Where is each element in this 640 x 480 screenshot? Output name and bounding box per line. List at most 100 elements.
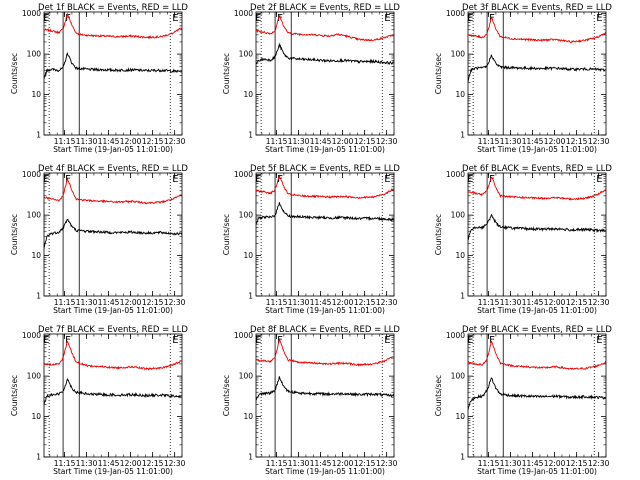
panel-title: Det 8f BLACK = Events, RED = LLD [250, 325, 400, 335]
background-marker-right: E [384, 335, 390, 346]
y-tick-label: 1 [36, 292, 41, 301]
x-tick-label: 11:45 [98, 137, 120, 146]
x-tick-label: 12:30 [164, 459, 186, 468]
flare-marker: F [277, 174, 283, 185]
y-tick-label: 1 [460, 453, 465, 462]
background-marker-right: E [172, 13, 178, 24]
x-axis-label: Start Time (19-Jan-05 11:01:00) [265, 145, 385, 154]
x-tick-label: 12:00 [120, 298, 142, 307]
y-tick-label: 100 [27, 50, 42, 59]
events-series-line [256, 42, 394, 66]
x-tick-label: 11:30 [500, 137, 522, 146]
x-tick-label: 11:45 [522, 137, 544, 146]
events-series-line [468, 377, 606, 411]
y-tick-label: 10 [455, 412, 465, 421]
x-axis-label: Start Time (19-Jan-05 11:01:00) [53, 145, 173, 154]
x-tick-label: 11:30 [288, 137, 310, 146]
x-tick-label: 12:15 [142, 137, 164, 146]
y-tick-label: 1000 [446, 9, 465, 18]
flare-marker: F [65, 335, 71, 346]
lld-series-line [256, 338, 394, 367]
panel-4: Det 4f BLACK = Events, RED = LLD 1 10 100 10… [10, 164, 188, 315]
x-tick-label: 12:00 [544, 459, 566, 468]
y-axis-label: Counts/sec [10, 375, 19, 416]
y-axis-label: Counts/sec [434, 53, 443, 94]
y-tick-label: 1 [460, 292, 465, 301]
x-tick-label: 11:30 [76, 459, 98, 468]
x-tick-label: 11:15 [478, 137, 500, 146]
y-axis-label: Counts/sec [434, 214, 443, 255]
x-tick-label: 11:30 [288, 298, 310, 307]
x-tick-label: 11:45 [98, 298, 120, 307]
x-tick-label: 12:15 [566, 459, 588, 468]
y-tick-label: 10 [243, 251, 253, 260]
lld-series-line [468, 176, 606, 201]
x-tick-label: 12:15 [354, 137, 376, 146]
background-marker-left: E [467, 174, 473, 185]
y-axis-label: Counts/sec [10, 53, 19, 94]
y-tick-label: 10 [455, 251, 465, 260]
y-axis-label: Counts/sec [10, 214, 19, 255]
y-axis-label: Counts/sec [434, 375, 443, 416]
x-tick-label: 12:30 [164, 298, 186, 307]
x-tick-label: 11:15 [266, 459, 288, 468]
x-axis-label: Start Time (19-Jan-05 11:01:00) [477, 306, 597, 315]
y-tick-label: 1 [248, 453, 253, 462]
background-marker-left: E [467, 13, 473, 24]
x-tick-label: 12:00 [544, 298, 566, 307]
lld-series-line [468, 340, 606, 371]
lld-series-line [44, 178, 182, 205]
background-marker-right: E [596, 13, 602, 24]
x-tick-label: 11:15 [266, 298, 288, 307]
y-tick-label: 100 [451, 211, 466, 220]
y-tick-label: 10 [31, 90, 41, 99]
panel-title: Det 7f BLACK = Events, RED = LLD [38, 325, 188, 335]
lld-series-line [44, 12, 182, 40]
background-marker-right: E [384, 13, 390, 24]
x-tick-label: 12:00 [120, 137, 142, 146]
background-marker-right: E [596, 174, 602, 185]
y-tick-label: 1000 [22, 9, 41, 18]
y-tick-label: 100 [451, 372, 466, 381]
y-tick-label: 1 [36, 131, 41, 140]
background-marker-right: E [172, 174, 178, 185]
panel-6: Det 6f BLACK = Events, RED = LLD 1 10 100 10… [434, 164, 612, 315]
x-axis-label: Start Time (19-Jan-05 11:01:00) [477, 145, 597, 154]
events-series-line [256, 376, 394, 401]
x-tick-label: 11:30 [500, 459, 522, 468]
x-axis-label: Start Time (19-Jan-05 11:01:00) [53, 467, 173, 476]
y-tick-label: 1 [248, 292, 253, 301]
x-tick-label: 11:45 [310, 137, 332, 146]
x-tick-label: 11:15 [478, 459, 500, 468]
y-tick-label: 100 [239, 372, 254, 381]
x-tick-label: 12:30 [588, 459, 610, 468]
y-tick-label: 1000 [234, 331, 253, 340]
panel-title: Det 6f BLACK = Events, RED = LLD [462, 164, 612, 174]
y-tick-label: 1000 [22, 170, 41, 179]
y-tick-label: 1 [460, 131, 465, 140]
background-marker-left: E [255, 13, 261, 24]
y-tick-label: 100 [239, 50, 254, 59]
x-tick-label: 12:00 [332, 298, 354, 307]
y-tick-label: 1 [36, 453, 41, 462]
flare-marker: F [489, 174, 495, 185]
background-marker-left: E [467, 335, 473, 346]
y-tick-label: 10 [243, 412, 253, 421]
x-tick-label: 11:30 [288, 459, 310, 468]
x-tick-label: 12:00 [332, 459, 354, 468]
x-tick-label: 12:15 [142, 459, 164, 468]
x-axis-label: Start Time (19-Jan-05 11:01:00) [265, 467, 385, 476]
x-tick-label: 11:45 [98, 459, 120, 468]
events-series-line [44, 218, 182, 249]
x-tick-label: 11:45 [522, 459, 544, 468]
panel-title: Det 9f BLACK = Events, RED = LLD [462, 325, 612, 335]
events-series-line [256, 202, 394, 226]
plot-frame [467, 333, 607, 458]
x-tick-label: 12:15 [354, 298, 376, 307]
x-tick-label: 12:30 [376, 137, 398, 146]
y-axis-label: Counts/sec [222, 214, 231, 255]
plot-frame [467, 11, 607, 136]
y-tick-label: 1000 [446, 170, 465, 179]
x-tick-label: 12:15 [566, 298, 588, 307]
